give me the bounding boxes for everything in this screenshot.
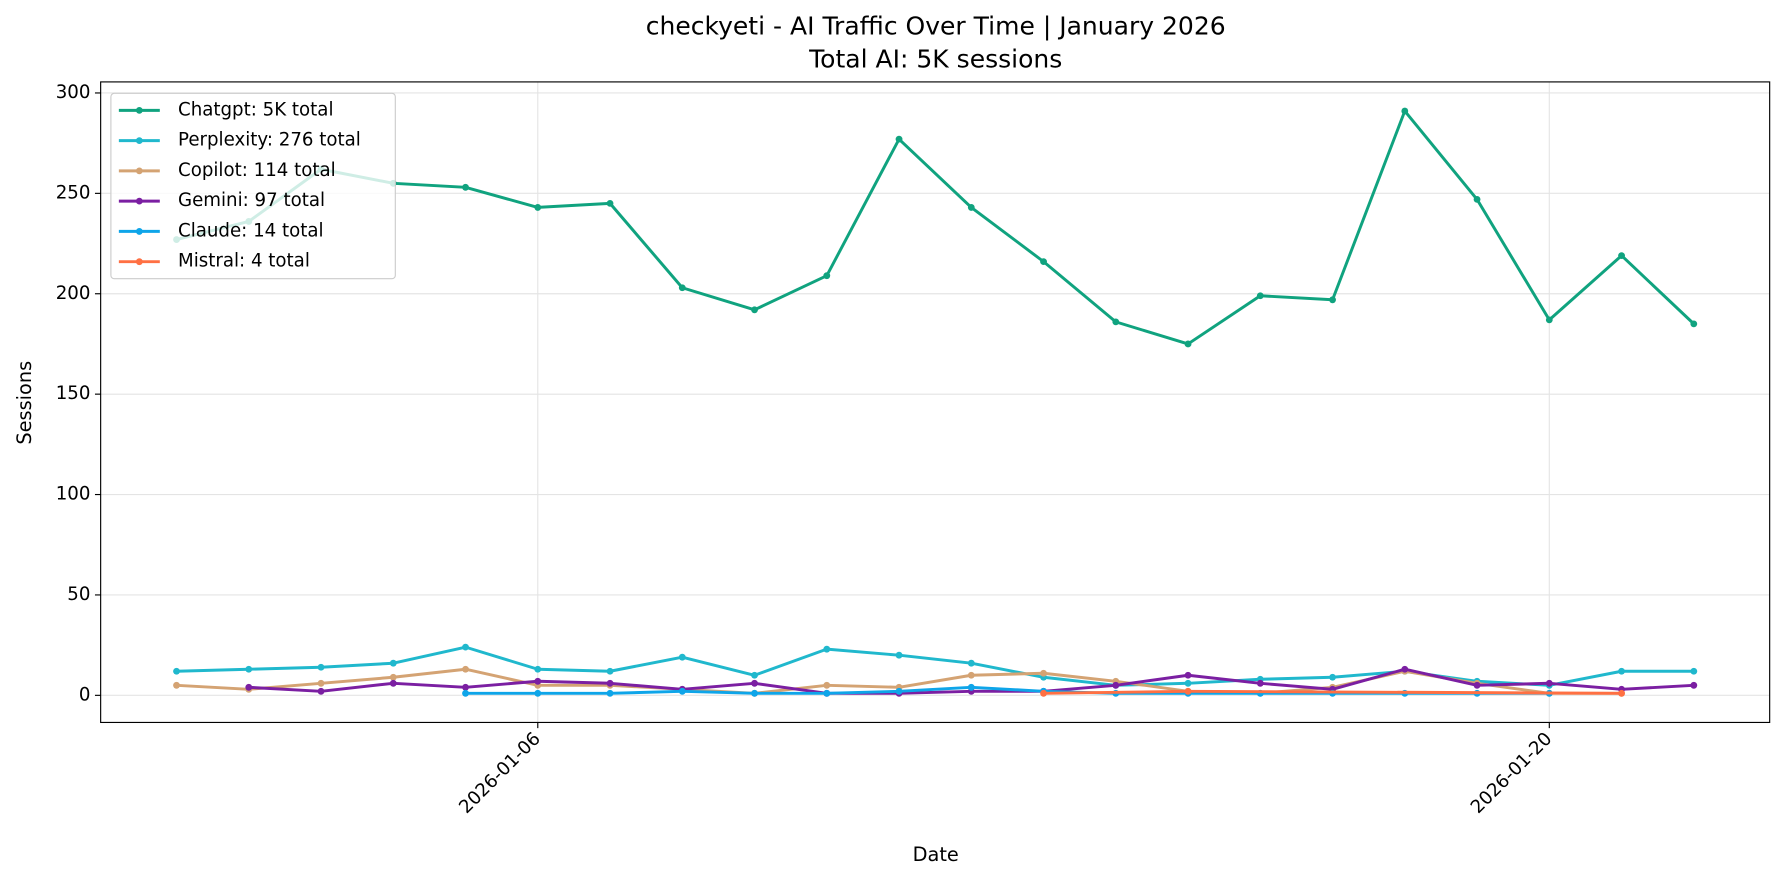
y-axis-label: Sessions — [13, 361, 36, 445]
data-point — [317, 679, 325, 687]
y-tick-label: 100 — [56, 484, 91, 505]
data-point — [1112, 318, 1120, 326]
y-tick-label: 200 — [56, 283, 91, 304]
data-point — [967, 683, 975, 691]
data-point — [1401, 107, 1409, 115]
data-point — [1618, 689, 1625, 697]
y-tick-label: 300 — [56, 82, 91, 103]
data-point — [751, 306, 758, 314]
y-tick-label: 0 — [79, 684, 91, 705]
data-point — [1329, 673, 1336, 681]
legend-box — [110, 92, 396, 280]
legend-label: Claude: 14 total — [178, 220, 324, 241]
data-point — [895, 651, 903, 659]
data-point — [534, 677, 542, 685]
data-point — [823, 689, 831, 697]
data-point — [1184, 687, 1192, 695]
plot-frame — [100, 81, 1771, 724]
legend-label: Mistral: 4 total — [178, 251, 310, 272]
data-point — [606, 679, 614, 687]
data-point — [1184, 671, 1192, 679]
x-axis-label: Date — [913, 843, 959, 866]
data-point — [1473, 195, 1481, 203]
x-tick-label: 2026-01-20 — [1467, 728, 1557, 818]
data-point — [1545, 316, 1553, 324]
data-point — [245, 665, 253, 673]
data-point — [967, 203, 975, 211]
legend-label: Gemini: 97 total — [178, 190, 325, 211]
data-point — [1040, 689, 1047, 697]
legend-label: Perplexity: 276 total — [178, 130, 361, 151]
data-point — [1256, 679, 1264, 687]
data-point — [1112, 681, 1120, 689]
x-tick-label: 2026-01-06 — [455, 728, 545, 818]
data-point — [317, 687, 325, 695]
data-point — [751, 689, 758, 697]
data-point — [462, 643, 469, 651]
legend-marker — [135, 258, 143, 266]
data-point — [534, 689, 542, 697]
data-point — [1618, 252, 1625, 260]
data-point — [462, 689, 469, 697]
data-point — [823, 272, 831, 280]
data-point — [1618, 667, 1625, 675]
data-point — [1690, 681, 1698, 689]
data-point — [317, 663, 325, 671]
legend-label: Copilot: 114 total — [178, 160, 336, 181]
y-tick-label: 250 — [56, 182, 91, 203]
data-point — [462, 665, 469, 673]
data-point — [1473, 681, 1481, 689]
legend-marker — [135, 227, 143, 235]
series-line — [1043, 689, 1622, 695]
data-point — [967, 659, 975, 667]
data-point — [1040, 669, 1047, 677]
data-point — [1329, 296, 1336, 304]
data-point — [895, 135, 903, 143]
data-point — [1184, 679, 1192, 687]
data-point — [245, 683, 253, 691]
data-point — [462, 683, 469, 691]
data-point — [823, 645, 831, 653]
data-point — [1256, 292, 1264, 300]
data-point — [606, 689, 614, 697]
data-point — [389, 679, 397, 687]
data-point — [1690, 667, 1698, 675]
legend-label: Chatgpt: 5K total — [178, 99, 333, 120]
data-point — [678, 653, 686, 661]
data-point — [173, 681, 180, 689]
data-point — [1545, 679, 1553, 687]
chart-subtitle: Total AI: 5K sessions — [808, 44, 1062, 73]
data-point — [967, 671, 975, 679]
data-point — [1690, 320, 1698, 328]
legend-marker — [135, 137, 143, 145]
data-point — [534, 665, 542, 673]
legend-marker — [135, 106, 143, 114]
data-point — [1401, 665, 1409, 673]
series-line — [176, 645, 1694, 687]
data-point — [1040, 258, 1047, 266]
data-point — [606, 199, 614, 207]
data-point — [173, 667, 180, 675]
data-point — [1184, 340, 1192, 348]
data-point — [895, 687, 903, 695]
legend-marker — [135, 167, 143, 175]
y-tick-label: 50 — [67, 584, 90, 605]
data-point — [389, 673, 397, 681]
data-point — [462, 183, 469, 191]
data-point — [389, 659, 397, 667]
data-point — [678, 284, 686, 292]
data-point — [823, 681, 831, 689]
series-line — [176, 109, 1695, 346]
data-point — [534, 203, 542, 211]
chart-title: checkyeti - AI Traffic Over Time | Janua… — [646, 11, 1226, 40]
legend: Chatgpt: 5K total Perplexity: 276 total Co… — [110, 92, 396, 280]
y-tick-label: 150 — [56, 383, 91, 404]
data-point — [751, 671, 758, 679]
data-point — [606, 667, 614, 675]
data-point — [678, 687, 686, 695]
data-point — [751, 679, 758, 687]
legend-marker — [135, 197, 143, 205]
